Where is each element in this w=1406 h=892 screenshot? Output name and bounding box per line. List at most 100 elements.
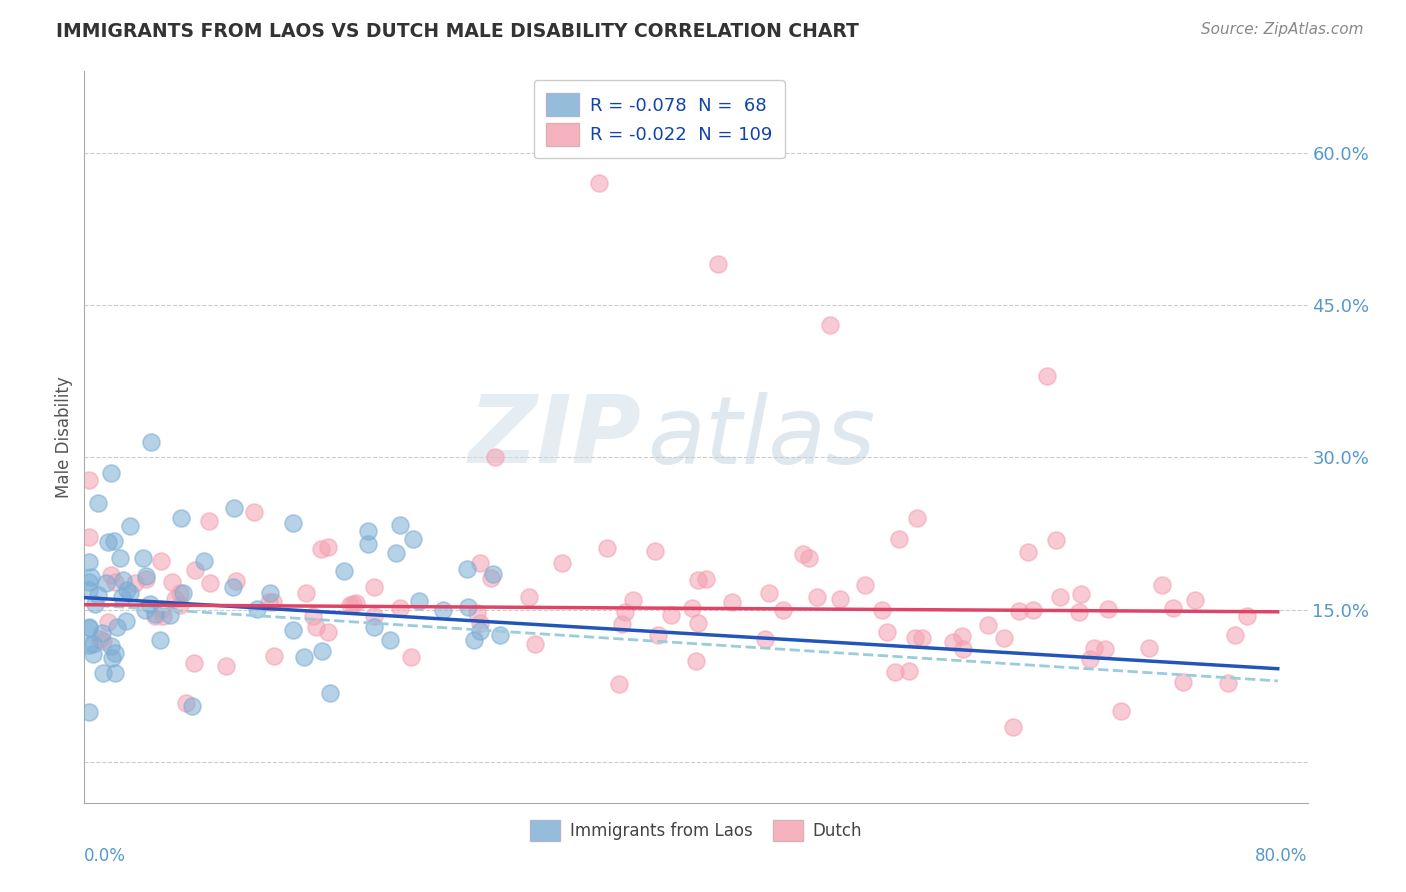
- Point: [1078, 652, 1101, 666]
- Point: [193, 554, 215, 568]
- Point: [876, 625, 898, 640]
- Point: [1094, 642, 1116, 657]
- Point: [950, 629, 973, 643]
- Point: [141, 435, 163, 450]
- Point: [1017, 545, 1039, 559]
- Point: [108, 550, 131, 565]
- Point: [135, 568, 157, 582]
- Point: [214, 658, 236, 673]
- Point: [77, 574, 100, 589]
- Point: [470, 624, 492, 639]
- Point: [853, 577, 876, 591]
- Point: [942, 635, 965, 649]
- Point: [89, 632, 111, 646]
- Point: [294, 585, 316, 599]
- Point: [77, 705, 100, 719]
- Point: [818, 318, 841, 333]
- Point: [1184, 593, 1206, 607]
- Point: [754, 632, 776, 646]
- Point: [342, 597, 364, 611]
- Point: [180, 699, 202, 714]
- Point: [401, 532, 423, 546]
- Point: [159, 607, 181, 622]
- Point: [79, 621, 101, 635]
- Point: [772, 603, 794, 617]
- Point: [281, 623, 304, 637]
- Point: [1152, 578, 1174, 592]
- Point: [898, 664, 921, 678]
- Point: [482, 566, 505, 581]
- Point: [149, 632, 172, 647]
- Legend: Immigrants from Laos, Dutch: Immigrants from Laos, Dutch: [522, 811, 870, 849]
- Point: [114, 614, 136, 628]
- Point: [523, 637, 546, 651]
- Point: [399, 650, 422, 665]
- Point: [124, 575, 146, 590]
- Point: [259, 586, 281, 600]
- Point: [806, 591, 828, 605]
- Point: [644, 544, 666, 558]
- Point: [1161, 601, 1184, 615]
- Point: [488, 628, 510, 642]
- Point: [1236, 609, 1258, 624]
- Point: [1002, 720, 1025, 734]
- Point: [887, 532, 910, 546]
- Point: [357, 524, 380, 538]
- Point: [1171, 675, 1194, 690]
- Point: [225, 574, 247, 589]
- Point: [905, 511, 928, 525]
- Point: [91, 666, 114, 681]
- Point: [263, 649, 285, 664]
- Point: [77, 530, 100, 544]
- Point: [467, 606, 489, 620]
- Point: [659, 607, 682, 622]
- Point: [682, 600, 704, 615]
- Point: [1035, 369, 1057, 384]
- Point: [170, 511, 193, 525]
- Point: [163, 591, 186, 606]
- Y-axis label: Male Disability: Male Disability: [55, 376, 73, 498]
- Point: [169, 586, 191, 600]
- Point: [77, 620, 100, 634]
- Point: [84, 597, 107, 611]
- Point: [305, 620, 328, 634]
- Point: [686, 574, 709, 588]
- Point: [104, 646, 127, 660]
- Point: [1225, 628, 1247, 642]
- Point: [134, 603, 156, 617]
- Point: [97, 534, 120, 549]
- Text: 80.0%: 80.0%: [1256, 847, 1308, 864]
- Point: [588, 176, 610, 190]
- Point: [100, 466, 122, 480]
- Point: [1109, 704, 1132, 718]
- Point: [176, 696, 198, 710]
- Point: [80, 570, 103, 584]
- Point: [884, 665, 907, 679]
- Point: [183, 563, 205, 577]
- Point: [470, 556, 492, 570]
- Point: [621, 592, 644, 607]
- Point: [607, 677, 630, 691]
- Text: IMMIGRANTS FROM LAOS VS DUTCH MALE DISABILITY CORRELATION CHART: IMMIGRANTS FROM LAOS VS DUTCH MALE DISAB…: [56, 22, 859, 41]
- Point: [612, 617, 634, 632]
- Point: [977, 618, 1000, 632]
- Point: [97, 615, 120, 629]
- Point: [222, 580, 245, 594]
- Point: [309, 542, 332, 557]
- Point: [143, 607, 166, 621]
- Point: [1216, 675, 1239, 690]
- Point: [1137, 640, 1160, 655]
- Point: [319, 686, 342, 700]
- Point: [100, 639, 122, 653]
- Point: [468, 615, 491, 630]
- Point: [90, 625, 112, 640]
- Point: [143, 609, 166, 624]
- Point: [172, 586, 194, 600]
- Point: [243, 505, 266, 519]
- Point: [222, 501, 245, 516]
- Point: [105, 619, 128, 633]
- Point: [695, 572, 717, 586]
- Point: [993, 631, 1015, 645]
- Point: [1049, 590, 1071, 604]
- Point: [484, 450, 506, 465]
